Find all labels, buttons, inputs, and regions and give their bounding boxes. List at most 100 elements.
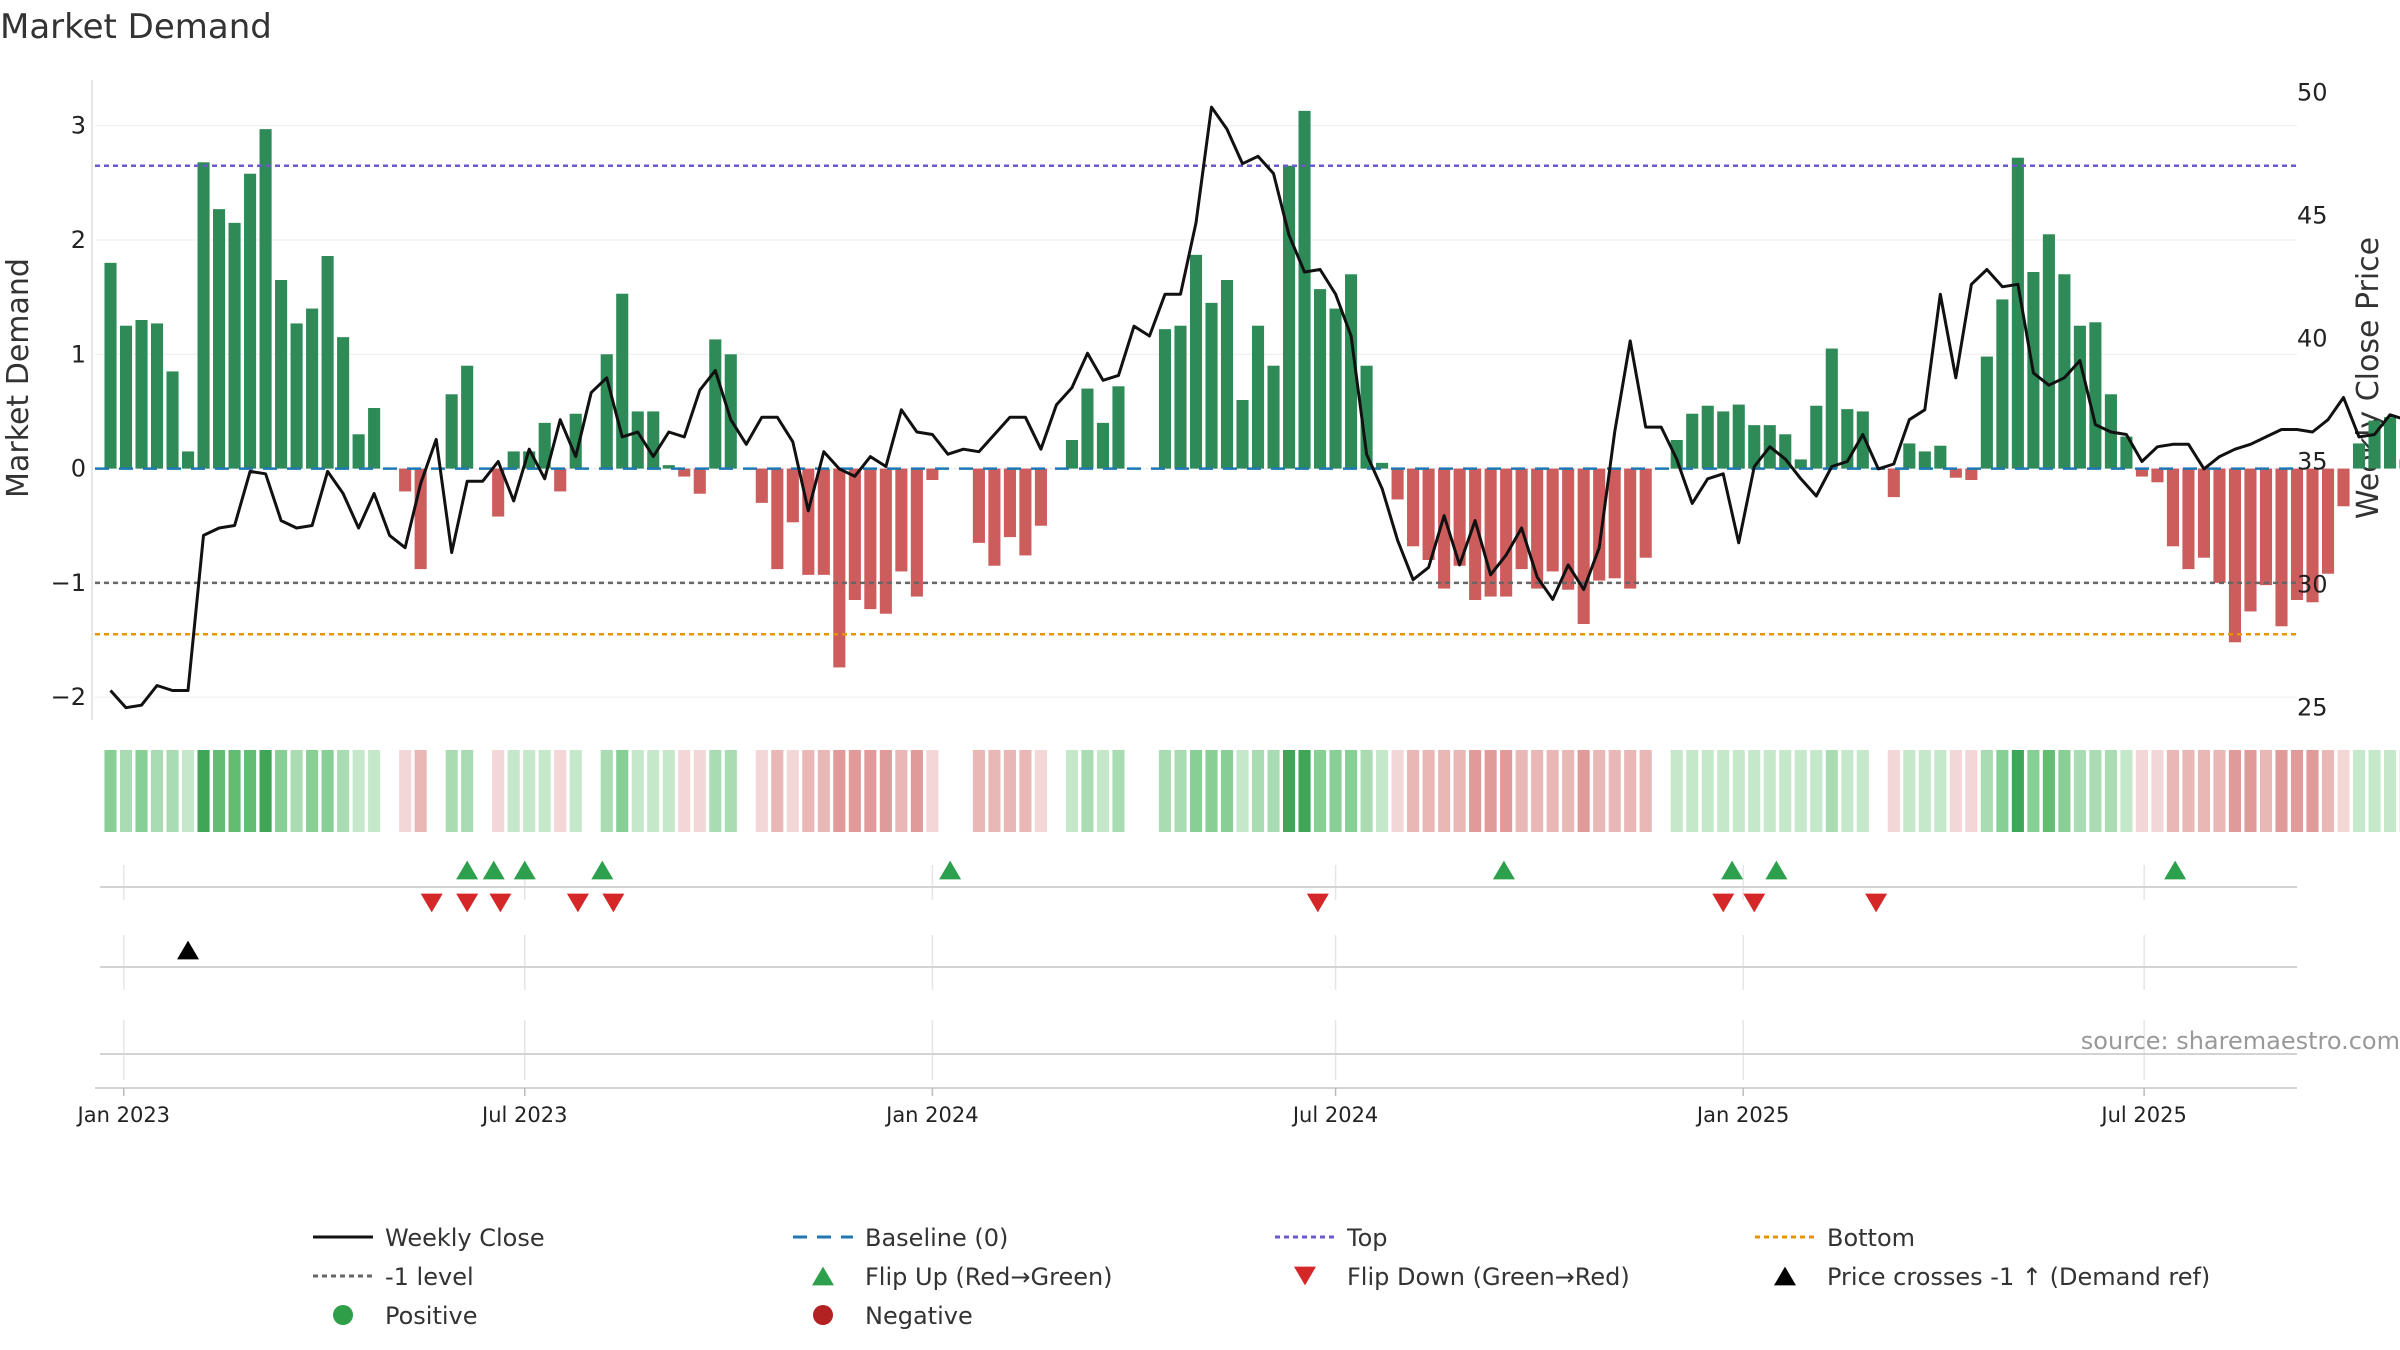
heat-cell: [2042, 750, 2055, 832]
heat-cell: [1112, 750, 1125, 832]
demand-bar: [1484, 468, 1497, 597]
heat-cell: [1856, 750, 1869, 832]
flip-up-marker: [1492, 860, 1515, 880]
flip-up-marker: [513, 860, 536, 880]
right-tick-label: 50: [2297, 78, 2328, 106]
heat-cell: [1887, 750, 1900, 832]
demand-bar: [1856, 411, 1869, 469]
legend-swatch: [1294, 1266, 1316, 1286]
demand-bar: [1282, 165, 1296, 469]
demand-bar: [2213, 468, 2226, 583]
demand-bar: [275, 280, 288, 469]
demand-bar: [1779, 434, 1792, 469]
reference-levels: [95, 164, 2297, 636]
demand-bar: [1624, 468, 1637, 589]
heat-cell: [2337, 750, 2350, 832]
heat-cell: [2213, 750, 2226, 832]
demand-bar: [1438, 468, 1451, 589]
demand-bar: [1469, 468, 1482, 600]
demand-bar: [1376, 462, 1389, 469]
demand-bar: [1965, 468, 1978, 480]
heat-cell: [1019, 750, 1032, 832]
demand-bar: [399, 468, 412, 492]
demand-bar: [1531, 468, 1544, 589]
heat-cell: [213, 750, 226, 832]
demand-bar: [2058, 274, 2071, 469]
demand-bar: [910, 468, 923, 597]
heat-cell: [2089, 750, 2102, 832]
demand-bar: [678, 468, 691, 477]
demand-bar: [1748, 425, 1761, 469]
legend-label: Weekly Close: [385, 1224, 545, 1252]
heat-cell: [1701, 750, 1714, 832]
demand-bar: [337, 337, 350, 469]
demand-bar: [1096, 422, 1110, 469]
flip-up-marker: [482, 860, 505, 880]
heat-cell: [538, 750, 551, 832]
legend-item: -1 level: [313, 1263, 474, 1291]
heat-cell: [1391, 750, 1404, 832]
legend-item: Top: [1275, 1224, 1388, 1252]
demand-bar: [616, 293, 629, 469]
flip-up-marker: [939, 860, 962, 880]
demand-bar: [2011, 157, 2024, 469]
heat-cell: [1794, 750, 1807, 832]
demand-bar: [1670, 440, 1683, 469]
heat-cell: [616, 750, 629, 832]
demand-bar: [631, 411, 644, 469]
demand-bar: [569, 413, 582, 469]
right-tick-label: 45: [2297, 201, 2328, 229]
heat-cell: [1810, 750, 1823, 832]
heat-cell: [1081, 750, 1094, 832]
heat-cell: [1251, 750, 1265, 832]
demand-bar: [1019, 468, 1032, 556]
heat-cell: [2135, 750, 2148, 832]
demand-bar: [1949, 468, 1962, 478]
heat-cell: [647, 750, 660, 832]
heat-cell: [2197, 750, 2211, 832]
heat-cell: [1608, 750, 1621, 832]
legend-item: Price crosses -1 ↑ (Demand ref): [1774, 1263, 2210, 1291]
flip-down-marker: [1743, 893, 1766, 913]
demand-bar: [786, 468, 799, 523]
heat-cell: [507, 750, 520, 832]
heat-cell: [709, 750, 722, 832]
legend-item: Flip Down (Green→Red): [1294, 1263, 1630, 1291]
demand-bar: [2089, 322, 2102, 469]
heat-cell: [1096, 750, 1110, 832]
x-tick-label: Jan 2024: [884, 1103, 979, 1127]
legend-item: Positive: [333, 1302, 478, 1330]
demand-bar: [1220, 280, 1234, 469]
demand-bar: [2042, 234, 2055, 469]
demand-bar: [1174, 325, 1187, 469]
heat-cell: [1314, 750, 1327, 832]
x-tick-label: Jul 2023: [480, 1103, 567, 1127]
flip-down-marker: [1712, 893, 1735, 913]
flip-down-marker: [1306, 893, 1329, 913]
demand-bar: [1081, 388, 1094, 469]
legend-label: Baseline (0): [865, 1224, 1008, 1252]
heat-cell: [1841, 750, 1854, 832]
demand-bar: [662, 465, 675, 469]
demand-bar: [1314, 289, 1327, 469]
heat-cell: [771, 750, 784, 832]
heat-cell: [1453, 750, 1466, 832]
demand-bar: [1825, 348, 1838, 469]
demand-bar: [1112, 386, 1125, 469]
demand-bar: [368, 408, 381, 469]
heat-cell: [259, 750, 272, 832]
legend-swatch: [812, 1266, 834, 1286]
heat-cell: [1546, 750, 1559, 832]
heat-cell: [662, 750, 675, 832]
heat-cell: [802, 750, 815, 832]
heat-cell: [1531, 750, 1544, 832]
heat-cell: [2058, 750, 2071, 832]
x-tick-label: Jul 2024: [1291, 1103, 1378, 1127]
demand-bar: [290, 323, 303, 469]
heat-cell: [1282, 750, 1296, 832]
heat-cell: [181, 750, 195, 832]
left-tick-label: 1: [71, 340, 86, 368]
heat-cell: [523, 750, 536, 832]
heat-cell: [1996, 750, 2009, 832]
heat-cell: [275, 750, 288, 832]
